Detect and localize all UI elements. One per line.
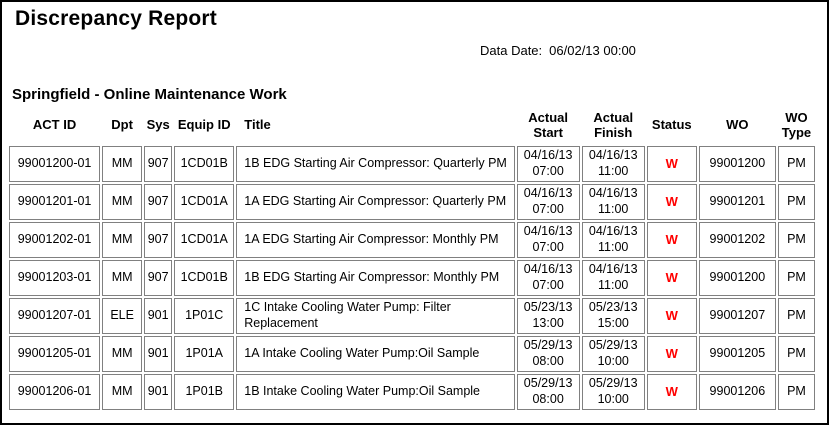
table-cell-wo-type: PM	[777, 146, 815, 182]
table-cell-equip-id: 1P01A	[174, 336, 235, 372]
table-cell-actual-start: 04/16/13 07:00	[516, 260, 580, 296]
table-cell-dpt: MM	[102, 260, 143, 296]
table-cell-act-id: 99001203-01	[9, 260, 101, 296]
table-cell-wo: 99001205	[698, 336, 776, 372]
column-header-status: Status	[651, 117, 692, 133]
discrepancy-table: ACT ID Dpt Sys Equip ID Title Actual Start Act…	[7, 105, 817, 412]
column-header-act-id: ACT ID	[32, 117, 77, 133]
table-cell-wo: 99001202	[698, 222, 776, 258]
table-cell-wo: 99001200	[698, 146, 776, 182]
table-cell-equip-id: 1CD01A	[174, 222, 235, 258]
report-title: Discrepancy Report	[15, 7, 218, 30]
table-cell-sys: 901	[144, 298, 173, 334]
table-cell-actual-finish: 04/16/13 11:00	[581, 260, 645, 296]
table-cell-status: W	[646, 146, 697, 182]
table-cell-wo-type: PM	[777, 260, 815, 296]
table-cell-wo: 99001206	[698, 374, 776, 410]
table-cell-act-id: 99001201-01	[9, 184, 101, 220]
table-cell-wo-type: PM	[777, 222, 815, 258]
table-cell-status: W	[646, 298, 697, 334]
table-cell-actual-start: 04/16/13 07:00	[516, 222, 580, 258]
table-cell-sys: 907	[144, 222, 173, 258]
table-header: ACT ID Dpt Sys Equip ID Title Actual Start Act…	[9, 107, 815, 144]
table-row: 99001201-01 MM 907 1CD01A 1A EDG Starting Ai…	[9, 184, 815, 220]
table-cell-equip-id: 1CD01B	[174, 260, 235, 296]
table-cell-sys: 907	[144, 260, 173, 296]
table-cell-wo-type: PM	[777, 336, 815, 372]
table-cell-actual-finish: 04/16/13 11:00	[581, 146, 645, 182]
table-cell-equip-id: 1CD01B	[174, 146, 235, 182]
table-row: 99001200-01 MM 907 1CD01B 1B EDG Starting Ai…	[9, 146, 815, 182]
table-cell-status: W	[646, 184, 697, 220]
table-cell-act-id: 99001200-01	[9, 146, 101, 182]
table-cell-actual-start: 04/16/13 07:00	[516, 146, 580, 182]
table-header-row: ACT ID Dpt Sys Equip ID Title Actual Start Act…	[9, 107, 815, 144]
table-cell-actual-finish: 05/23/13 15:00	[581, 298, 645, 334]
table-cell-actual-finish: 04/16/13 11:00	[581, 184, 645, 220]
table-cell-equip-id: 1CD01A	[174, 184, 235, 220]
table-cell-dpt: MM	[102, 222, 143, 258]
table-row: 99001203-01 MM 907 1CD01B 1B EDG Starting Ai…	[9, 260, 815, 296]
section-title: Springfield - Online Maintenance Work	[12, 86, 287, 103]
table-cell-sys: 907	[144, 184, 173, 220]
table-cell-wo-type: PM	[777, 184, 815, 220]
table-cell-title: 1A EDG Starting Air Compressor: Monthly …	[236, 222, 515, 258]
column-header-title: Title	[244, 117, 271, 133]
table-row: 99001207-01 ELE 901 1P01C 1C Intake Cooling …	[9, 298, 815, 334]
table-cell-actual-finish: 05/29/13 10:00	[581, 336, 645, 372]
table-cell-dpt: ELE	[102, 298, 143, 334]
column-header-actual-start: Actual Start	[528, 109, 568, 140]
table-body: 99001200-01 MM 907 1CD01B 1B EDG Starting Ai…	[9, 146, 815, 410]
table-cell-title: 1A Intake Cooling Water Pump:Oil Sample	[236, 336, 515, 372]
table-cell-equip-id: 1P01C	[174, 298, 235, 334]
table-cell-title: 1B EDG Starting Air Compressor: Quarterl…	[236, 146, 515, 182]
table-cell-wo-type: PM	[777, 298, 815, 334]
table-row: 99001205-01 MM 901 1P01A 1A Intake Cooling W…	[9, 336, 815, 372]
table-cell-equip-id: 1P01B	[174, 374, 235, 410]
table-cell-wo: 99001207	[698, 298, 776, 334]
table-cell-actual-start: 04/16/13 07:00	[516, 184, 580, 220]
table-cell-actual-start: 05/29/13 08:00	[516, 374, 580, 410]
column-header-wo-type: WO Type	[781, 109, 812, 140]
table-cell-dpt: MM	[102, 336, 143, 372]
table-cell-sys: 901	[144, 336, 173, 372]
column-header-wo: WO	[726, 117, 749, 133]
table-cell-wo-type: PM	[777, 374, 815, 410]
table-cell-actual-start: 05/23/13 13:00	[516, 298, 580, 334]
table-cell-title: 1A EDG Starting Air Compressor: Quarterl…	[236, 184, 515, 220]
table-cell-dpt: MM	[102, 184, 143, 220]
table-cell-title: 1B Intake Cooling Water Pump:Oil Sample	[236, 374, 515, 410]
data-date: Data Date: 06/02/13 00:00	[480, 43, 636, 58]
table-cell-dpt: MM	[102, 146, 143, 182]
table-cell-title: 1B EDG Starting Air Compressor: Monthly …	[236, 260, 515, 296]
table-cell-actual-finish: 05/29/13 10:00	[581, 374, 645, 410]
table-row: 99001202-01 MM 907 1CD01A 1A EDG Starting Ai…	[9, 222, 815, 258]
column-header-equip-id: Equip ID	[177, 117, 231, 133]
table-cell-status: W	[646, 336, 697, 372]
data-date-value: 06/02/13 00:00	[549, 43, 636, 58]
table-cell-wo: 99001201	[698, 184, 776, 220]
table-cell-act-id: 99001205-01	[9, 336, 101, 372]
table-cell-title: 1C Intake Cooling Water Pump: Filter Rep…	[236, 298, 515, 334]
table-cell-sys: 901	[144, 374, 173, 410]
column-header-actual-finish: Actual Finish	[593, 109, 634, 140]
table-cell-status: W	[646, 222, 697, 258]
table-cell-actual-finish: 04/16/13 11:00	[581, 222, 645, 258]
table-row: 99001206-01 MM 901 1P01B 1B Intake Cooling W…	[9, 374, 815, 410]
table-cell-wo: 99001200	[698, 260, 776, 296]
table-cell-act-id: 99001206-01	[9, 374, 101, 410]
table-cell-actual-start: 05/29/13 08:00	[516, 336, 580, 372]
table-cell-dpt: MM	[102, 374, 143, 410]
table-cell-sys: 907	[144, 146, 173, 182]
column-header-dpt: Dpt	[111, 117, 133, 133]
table-cell-act-id: 99001207-01	[9, 298, 101, 334]
table-cell-act-id: 99001202-01	[9, 222, 101, 258]
table-cell-status: W	[646, 374, 697, 410]
table-cell-status: W	[646, 260, 697, 296]
column-header-sys: Sys	[146, 117, 170, 133]
data-date-label: Data Date:	[480, 43, 543, 58]
